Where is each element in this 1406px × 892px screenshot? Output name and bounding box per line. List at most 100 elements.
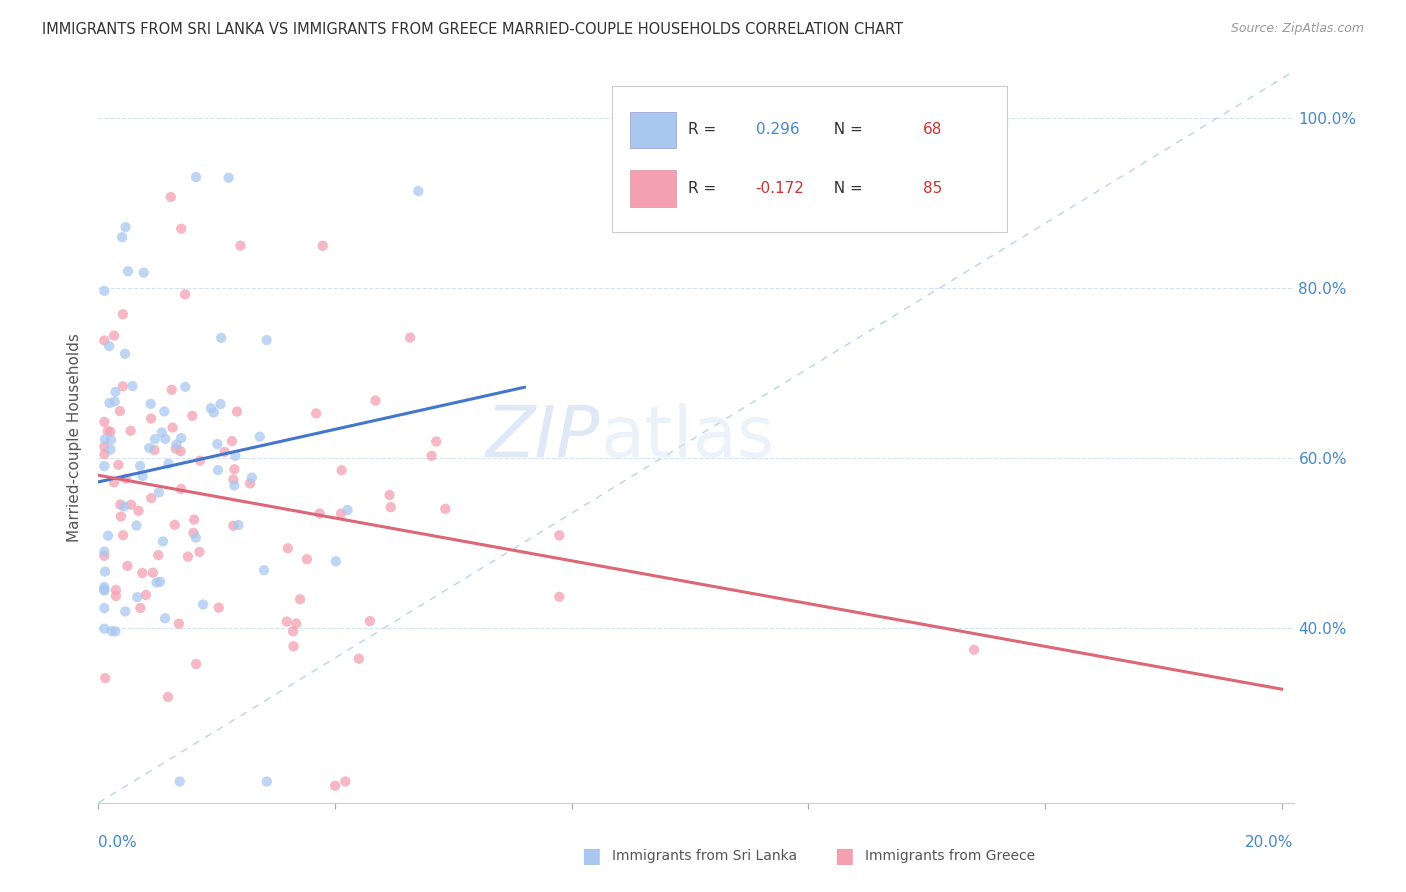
Point — [93, 549, 115, 563]
Point — [281, 624, 304, 639]
Point — [128, 504, 150, 518]
Point — [184, 170, 207, 185]
Point — [103, 328, 125, 343]
Point — [129, 458, 152, 473]
Point — [963, 642, 986, 657]
Point — [174, 287, 197, 301]
Point — [94, 671, 117, 685]
Point — [120, 424, 142, 438]
Text: -0.172: -0.172 — [756, 181, 804, 196]
Point — [159, 190, 181, 204]
Point — [121, 379, 143, 393]
Point — [359, 614, 381, 628]
Bar — [630, 170, 676, 207]
Point — [111, 230, 134, 244]
Point — [378, 488, 401, 502]
Point — [131, 566, 153, 580]
Point — [183, 513, 205, 527]
Text: 85: 85 — [922, 181, 942, 196]
Point — [256, 774, 278, 789]
Point — [207, 437, 229, 451]
Point — [93, 544, 115, 558]
Text: Immigrants from Sri Lanka: Immigrants from Sri Lanka — [612, 849, 797, 863]
Point — [111, 307, 134, 321]
Point — [120, 498, 142, 512]
Point — [93, 622, 115, 636]
Point — [135, 588, 157, 602]
Point — [93, 415, 115, 429]
Point — [94, 432, 117, 446]
Point — [188, 545, 211, 559]
Text: 0.296: 0.296 — [756, 122, 800, 137]
Point — [323, 779, 346, 793]
Point — [93, 582, 115, 597]
Point — [548, 528, 571, 542]
Point — [139, 411, 162, 425]
Point — [285, 616, 308, 631]
Point — [207, 463, 229, 477]
Point — [224, 449, 246, 463]
Point — [183, 525, 205, 540]
Point — [125, 518, 148, 533]
Point — [174, 380, 197, 394]
Point — [165, 442, 187, 456]
Point — [117, 558, 139, 573]
Point — [93, 284, 115, 298]
Point — [170, 482, 193, 496]
Point — [224, 462, 246, 476]
Point — [425, 434, 447, 449]
Point — [100, 433, 122, 447]
Point — [129, 601, 152, 615]
Point — [114, 347, 136, 361]
Point — [112, 528, 135, 542]
Point — [160, 383, 183, 397]
Point — [93, 440, 115, 454]
Point — [93, 459, 115, 474]
Point — [184, 531, 207, 545]
Point — [131, 469, 153, 483]
Point — [256, 333, 278, 347]
Point — [132, 266, 155, 280]
Point — [110, 498, 132, 512]
Point — [288, 592, 311, 607]
Point — [209, 397, 232, 411]
Point — [305, 406, 328, 420]
Point — [166, 437, 188, 451]
Point — [399, 330, 422, 344]
Point — [276, 615, 298, 629]
Point — [141, 491, 163, 505]
Point — [308, 507, 330, 521]
Point — [167, 616, 190, 631]
Point — [157, 457, 180, 471]
Point — [117, 264, 139, 278]
Point — [228, 518, 250, 533]
Point — [152, 534, 174, 549]
Point — [408, 184, 430, 198]
Text: atlas: atlas — [600, 402, 775, 472]
Point — [380, 500, 402, 515]
Point — [142, 566, 165, 580]
Point — [335, 774, 357, 789]
Point — [336, 503, 359, 517]
Point — [200, 401, 222, 416]
Point — [181, 409, 204, 423]
Point — [139, 397, 162, 411]
Point — [221, 434, 243, 449]
Point — [325, 554, 347, 568]
FancyBboxPatch shape — [613, 86, 1007, 232]
Point — [127, 590, 149, 604]
Point — [240, 470, 263, 484]
Point — [103, 475, 125, 490]
Point — [148, 485, 170, 500]
Point — [224, 478, 246, 492]
Point — [283, 640, 305, 654]
Point — [138, 441, 160, 455]
Point — [330, 507, 353, 521]
Point — [249, 430, 271, 444]
Point — [239, 476, 262, 491]
Point — [114, 604, 136, 618]
Point — [93, 334, 115, 348]
Point — [157, 690, 180, 704]
Point — [112, 500, 135, 514]
Point — [364, 393, 387, 408]
